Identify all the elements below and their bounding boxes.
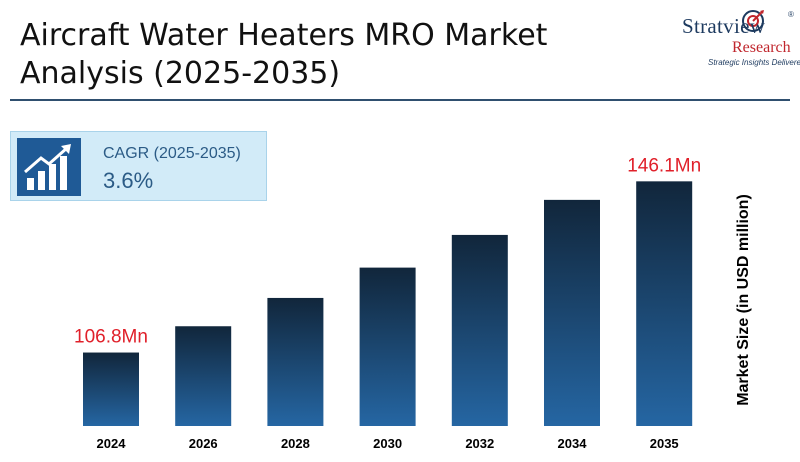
bar-2030: [359, 267, 416, 426]
cagr-callout: CAGR (2025-2035) 3.6%: [10, 131, 267, 201]
bar-2032: [451, 234, 508, 426]
logo-tagline: Strategic Insights Delivered: [708, 58, 800, 67]
bullseye-logo-icon: [742, 10, 764, 32]
data-label-2024: 106.8Mn: [74, 327, 148, 348]
page-title: Aircraft Water Heaters MRO Market Analys…: [20, 18, 548, 91]
company-logo: Stratview ® Research Strategic Insights …: [680, 8, 800, 68]
logo-name-research: Research: [732, 39, 791, 56]
logo-name-stratview: Stratview: [682, 14, 766, 38]
x-tick-label: 2034: [558, 436, 588, 451]
x-tick-label: 2024: [97, 436, 127, 451]
cagr-value: 3.6%: [103, 168, 154, 193]
data-label-2035: 146.1Mn: [627, 155, 701, 176]
x-tick-label: 2035: [650, 436, 679, 451]
bar-2028: [267, 297, 324, 426]
logo-registered-mark: ®: [788, 10, 794, 19]
bar-2026: [175, 326, 232, 426]
growth-chart-icon: [17, 138, 81, 196]
x-tick-label: 2030: [373, 436, 402, 451]
y-axis-label: Market Size (in USD million): [735, 194, 752, 406]
bar-2024: [83, 352, 139, 426]
x-tick-label: 2028: [281, 436, 310, 451]
header-divider: [10, 99, 790, 101]
bar-2034: [544, 199, 600, 426]
bar-2035: [636, 181, 693, 426]
cagr-label: CAGR (2025-2035): [103, 145, 241, 162]
x-tick-label: 2032: [465, 436, 494, 451]
x-tick-label: 2026: [189, 436, 218, 451]
